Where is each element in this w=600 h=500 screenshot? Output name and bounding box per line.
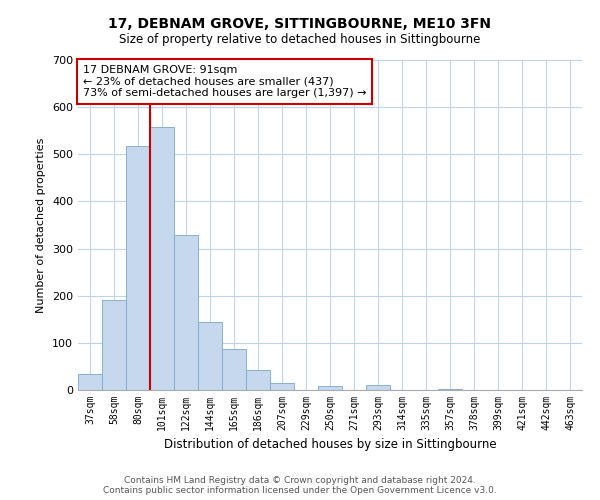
Bar [126, 146, 150, 390]
Bar [246, 370, 270, 390]
Bar [222, 349, 246, 390]
Text: 17 DEBNAM GROVE: 91sqm
← 23% of detached houses are smaller (437)
73% of semi-de: 17 DEBNAM GROVE: 91sqm ← 23% of detached… [83, 65, 367, 98]
Text: 17, DEBNAM GROVE, SITTINGBOURNE, ME10 3FN: 17, DEBNAM GROVE, SITTINGBOURNE, ME10 3F… [109, 18, 491, 32]
Bar [270, 383, 294, 390]
Y-axis label: Number of detached properties: Number of detached properties [37, 138, 46, 312]
Bar [102, 300, 126, 390]
Bar [78, 374, 102, 390]
Bar [150, 127, 174, 390]
Bar [198, 322, 222, 390]
Bar [366, 386, 390, 390]
Text: Contains HM Land Registry data © Crown copyright and database right 2024.
Contai: Contains HM Land Registry data © Crown c… [103, 476, 497, 495]
Bar [438, 388, 462, 390]
Bar [174, 236, 198, 390]
Text: Size of property relative to detached houses in Sittingbourne: Size of property relative to detached ho… [119, 34, 481, 46]
Bar [318, 386, 342, 390]
X-axis label: Distribution of detached houses by size in Sittingbourne: Distribution of detached houses by size … [164, 438, 496, 452]
